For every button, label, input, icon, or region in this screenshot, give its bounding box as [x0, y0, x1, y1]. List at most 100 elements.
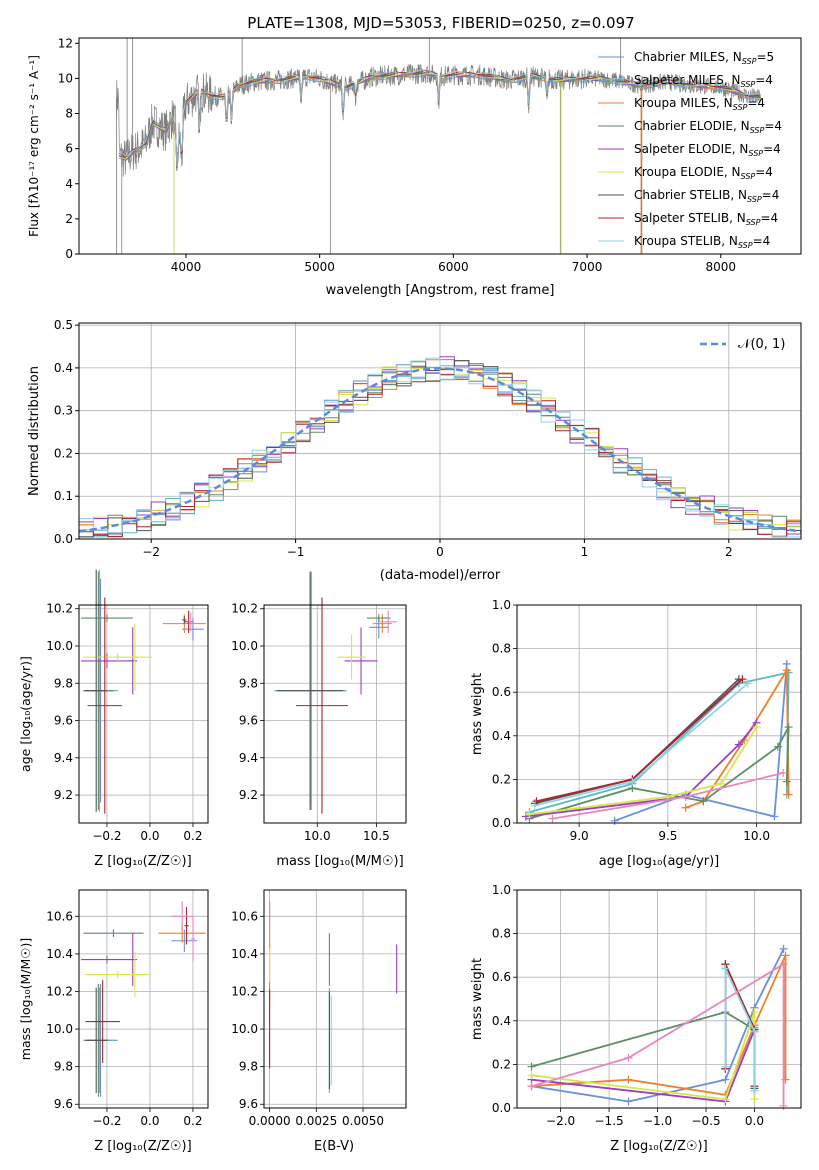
weight-vs-age-series-line	[529, 726, 790, 820]
weight-vs-z-xtick-label: 0.0	[745, 1114, 764, 1128]
age-vs-mass-gridlines	[264, 605, 406, 823]
legend-label-tail: =4	[755, 165, 773, 179]
weight-vs-z-series-point	[781, 951, 790, 960]
residuals-ylabel: Normed distribution	[27, 366, 42, 496]
age-vs-z-xtick-label: 0.2	[183, 829, 202, 843]
age-vs-mass-ytick-label: 10.0	[231, 639, 258, 653]
legend-label-tail: =4	[747, 96, 765, 110]
weight-vs-age-series-point	[784, 723, 793, 732]
weight-vs-z-ytick-label: 0.0	[492, 1101, 511, 1115]
spectrum-ytick-label: 12	[58, 36, 73, 50]
mass-vs-z-xlabel: Z [log₁₀(Z/Z☉)]	[94, 1139, 191, 1154]
histogram-kroupa-stelib	[78, 357, 802, 538]
legend-label-tail: =4	[753, 234, 771, 248]
weight-vs-age-series-point	[782, 777, 791, 786]
age-vs-z-ytick-label: 10.0	[46, 639, 73, 653]
weight-vs-age-series-point	[773, 742, 782, 751]
legend-label-tail: =4	[763, 142, 781, 156]
age-vs-z-xlabel: Z [log₁₀(Z/Z☉)]	[94, 854, 191, 869]
weight-vs-age-xlabel: age [log₁₀(age/yr)]	[599, 854, 720, 869]
weight-vs-age-ytick-label: 1.0	[492, 598, 511, 612]
weight-vs-z-series-point	[624, 1075, 633, 1084]
legend-label-tail: =4	[764, 119, 782, 133]
residuals-panel: −2 −1 0 1 2 0.0 0.1 0.2 0.3 0.4 0.5 (data-model)/e…	[27, 318, 802, 583]
weight-vs-age-series-line	[529, 726, 758, 816]
weight-vs-z-xtick-label: −0.5	[691, 1114, 720, 1128]
mass-vs-ebv-ytick-label: 10.0	[231, 1022, 258, 1036]
spectrum-xtick-label: 8000	[706, 260, 737, 274]
mass-vs-ebv-tick-marks: 0.0000 0.0025 0.0050 9.6 9.8 10.0 10.2 10.4 10.6	[231, 909, 384, 1128]
mass-vs-z-ylabel: mass [log₁₀(M/M☉)]	[18, 938, 33, 1060]
weight-vs-z-ytick-label: 1.0	[492, 883, 511, 897]
mass-vs-ebv-ytick-label: 10.2	[231, 984, 258, 998]
weight-vs-z-series-point	[750, 1086, 759, 1095]
weight-vs-z-ytick-label: 0.2	[492, 1057, 511, 1071]
spectrum-frame	[78, 37, 802, 255]
age-vs-z-marks	[81, 569, 206, 814]
legend-label-tail: =4	[760, 211, 778, 225]
mass-vs-ebv-xlabel: E(B-V)	[314, 1139, 354, 1154]
mass-vs-z-xtick-label: −0.2	[92, 1114, 121, 1128]
spectrum-ytick-label: 8	[65, 107, 73, 121]
legend-label: Kroupa STELIB, NSSP=4	[634, 234, 770, 250]
legend-label-main: Salpeter ELODIE, N	[634, 142, 748, 156]
mass-vs-z-ytick-label: 10.2	[46, 984, 73, 998]
residuals-ytick-label: 0.1	[54, 489, 73, 503]
weight-vs-z-tick-marks: −2.0 −1.5 −1.0 −0.5 0.0 0.0 0.2 0.4 0.6 0.8 1.0	[492, 883, 764, 1128]
mass-vs-ebv-ytick-label: 10.4	[231, 947, 258, 961]
spectrum-ytick-label: 4	[65, 177, 73, 191]
weight-vs-z-xlabel: Z [log₁₀(Z/Z☉)]	[610, 1139, 707, 1154]
weight-vs-z-series-point	[750, 1027, 759, 1036]
mass-vs-z-panel: −0.2 0.0 0.2 9.6 9.8 10.0 10.2 10.4 10.6 Z [log₁₀…	[18, 889, 209, 1154]
age-vs-z-errorbar	[130, 623, 140, 691]
age-vs-mass-errorbar	[379, 610, 397, 633]
weight-vs-age-frame	[516, 604, 802, 824]
age-vs-z-errorbar	[81, 614, 133, 622]
weight-vs-z-series-point	[750, 1095, 759, 1104]
legend-label-sub: SSP	[733, 103, 748, 112]
age-vs-mass-errorbar	[337, 634, 366, 680]
mass-vs-z-errorbar	[83, 929, 144, 937]
age-vs-mass-marks	[274, 571, 397, 814]
weight-vs-age-series-point	[784, 790, 793, 799]
age-vs-mass-errorbar	[277, 571, 344, 810]
weight-vs-age-series-line	[525, 722, 758, 818]
age-vs-mass-ytick-label: 9.8	[239, 676, 258, 690]
mass-vs-z-errorbar	[128, 933, 138, 986]
legend-label-tail: =4	[755, 73, 773, 87]
legend-label: Chabrier MILES, NSSP=5	[634, 50, 774, 66]
age-vs-z-errorbar	[87, 597, 122, 814]
legend-label-sub: SSP	[738, 241, 753, 250]
mass-vs-z-errorbar	[130, 952, 140, 998]
mass-vs-z-ytick-label: 10.4	[46, 947, 73, 961]
age-vs-mass-ytick-label: 10.2	[231, 602, 258, 616]
weight-vs-z-series-point	[721, 1075, 730, 1084]
weight-vs-z-ytick-label: 0.4	[492, 1014, 511, 1028]
age-vs-mass-panel: 10.0 10.5 9.2 9.4 9.6 9.8 10.0 10.2 mass [log₁₀(…	[231, 571, 407, 869]
mass-vs-ebv-ytick-label: 9.6	[239, 1097, 258, 1111]
age-vs-mass-ytick-label: 9.4	[239, 751, 258, 765]
mass-vs-ebv-xtick-label: 0.0050	[342, 1114, 384, 1128]
weight-vs-z-series-point	[779, 944, 788, 953]
age-vs-z-errorbar	[83, 653, 153, 661]
spectrum-ytick-label: 6	[65, 142, 73, 156]
legend-label-sub: SSP	[746, 218, 761, 227]
weight-vs-z-ylabel: mass weight	[470, 958, 485, 1040]
weight-vs-z-series-line	[531, 955, 787, 1096]
weight-vs-z-series-line	[531, 962, 785, 1106]
residuals-xlabel: (data-model)/error	[380, 568, 501, 583]
spectrum-xtick-label: 4000	[171, 260, 202, 274]
mass-vs-ebv-frame	[263, 889, 407, 1109]
age-vs-z-ylabel: age [log₁₀(age/yr)]	[18, 656, 33, 772]
residuals-ytick-label: 0.5	[54, 318, 73, 332]
residuals-legend: 𝒩(0, 1)	[700, 337, 785, 352]
weight-vs-z-ytick-label: 0.8	[492, 927, 511, 941]
legend-label-tail: =4	[762, 188, 780, 202]
mass-vs-z-xtick-label: 0.0	[140, 1114, 159, 1128]
mass-vs-z-errorbar	[85, 980, 120, 1063]
legend-label-sub: SSP	[741, 172, 756, 181]
age-vs-z-xtick-label: 0.0	[140, 829, 159, 843]
residuals-xtick-label: −1	[287, 545, 305, 559]
